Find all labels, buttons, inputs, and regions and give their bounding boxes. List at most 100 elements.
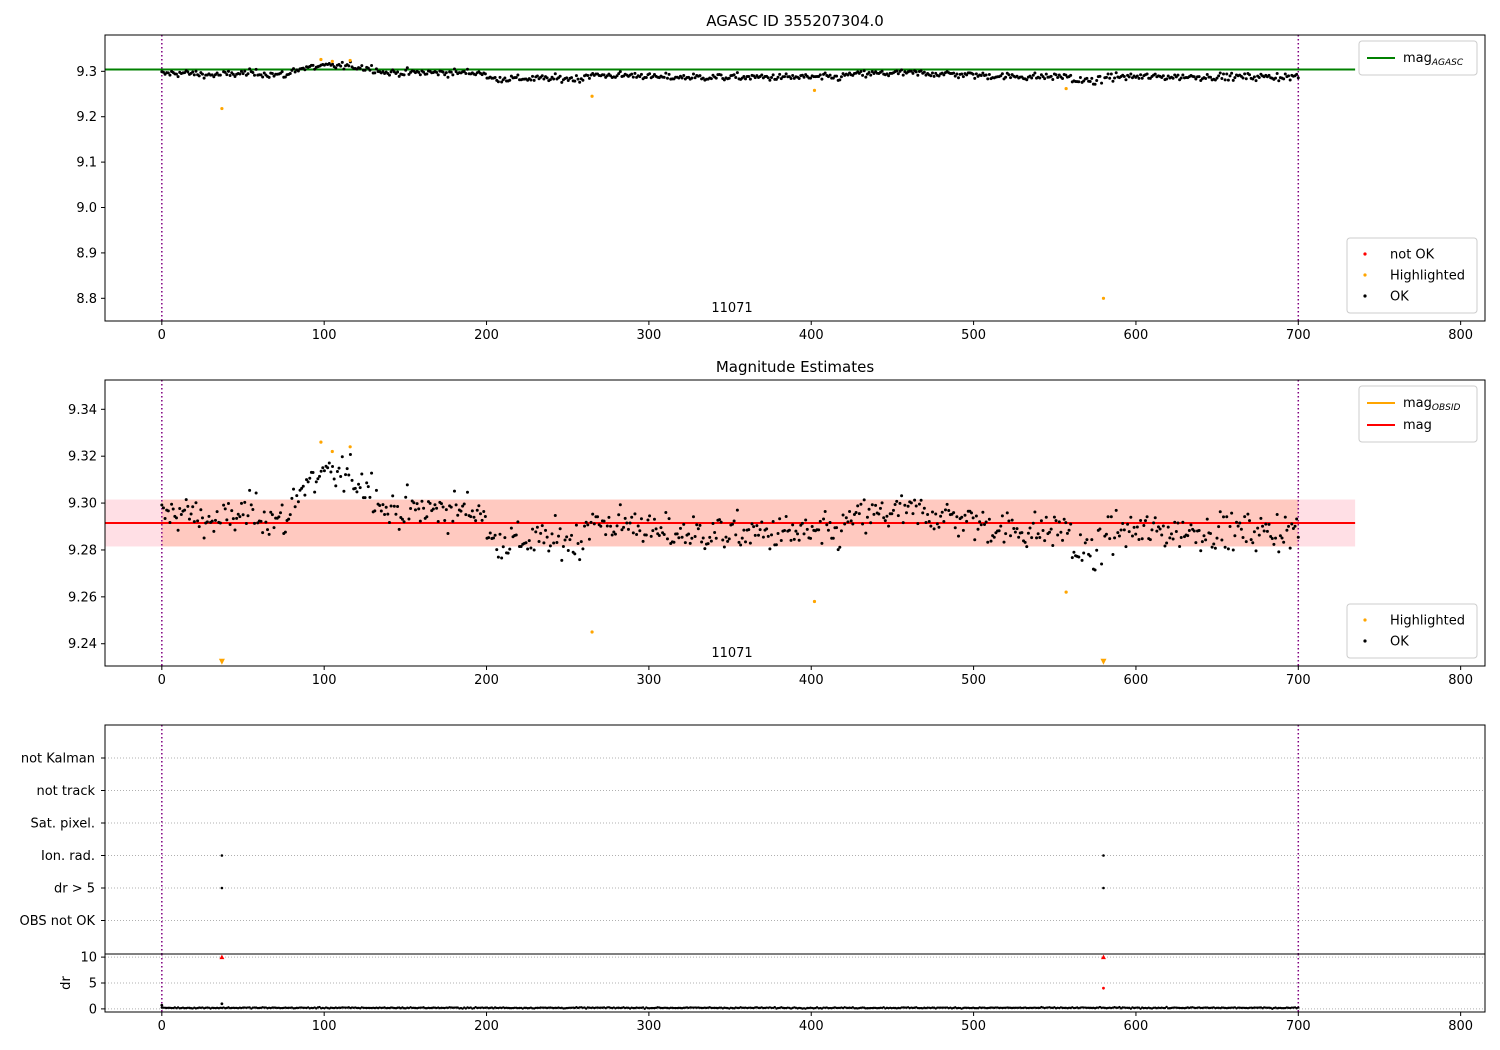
panel-magnitude-xtick-label: 800 xyxy=(1448,673,1473,688)
panel-magnitude-ok-point xyxy=(1153,516,1157,520)
panel-magnitude-ok-point xyxy=(1179,536,1183,540)
panel-magnitude-ok-point xyxy=(267,532,271,536)
panel-magnitude-ok-point xyxy=(550,532,554,536)
panel-agasc-ok-point xyxy=(1061,77,1065,81)
panel-magnitude-ok-point xyxy=(1057,520,1061,524)
panel-magnitude-ok-point xyxy=(620,528,624,532)
panel-magnitude-ok-point xyxy=(682,522,686,526)
panel-magnitude-ok-point xyxy=(1080,558,1084,562)
panel-magnitude-ok-point xyxy=(604,533,608,537)
panel-magnitude-ok-point xyxy=(1104,532,1108,536)
panel-agasc-ok-point xyxy=(1111,79,1115,83)
panel-magnitude-ok-point xyxy=(721,538,725,542)
panel-magnitude-ok-point xyxy=(321,466,325,470)
panel-magnitude-ok-point xyxy=(230,509,234,513)
panel-magnitude-ok-point xyxy=(568,538,572,542)
panel-agasc-ok-point xyxy=(1127,75,1131,79)
panel-agasc-ok-point xyxy=(709,77,713,81)
panel-magnitude-ok-point xyxy=(353,486,357,490)
panel-dr-xtick-label: 600 xyxy=(1124,1019,1149,1034)
panel-magnitude-xtick-label: 300 xyxy=(636,673,661,688)
panel-agasc-ok-point xyxy=(465,67,469,71)
panel-agasc-ok-point xyxy=(1145,72,1149,76)
panel-magnitude-ok-point xyxy=(1257,533,1261,537)
panel-magnitude-ok-point xyxy=(672,540,676,544)
panel-magnitude-ok-point xyxy=(444,508,448,512)
panel-magnitude-ok-point xyxy=(1013,530,1017,534)
panel-magnitude-ok-point xyxy=(544,528,548,532)
panel-magnitude-ok-point xyxy=(503,536,507,540)
panel-magnitude-ok-point xyxy=(836,548,840,552)
panel-magnitude-ok-point xyxy=(243,500,247,504)
panel-magnitude-ok-point xyxy=(591,512,595,516)
panel-agasc-ok-point xyxy=(1095,78,1099,82)
panel-magnitude-ok-point xyxy=(1069,522,1073,526)
panel-magnitude-ok-point xyxy=(864,531,868,535)
panel-agasc-ok-point xyxy=(1231,78,1235,82)
panel-magnitude-ok-point xyxy=(396,505,400,509)
panel-dr-point xyxy=(641,1006,645,1009)
panel-agasc-ok-point xyxy=(984,73,988,77)
panel-magnitude-ok-point xyxy=(1052,515,1056,519)
panel-agasc-ok-point xyxy=(1009,76,1013,80)
panel-magnitude-highlighted-point xyxy=(348,445,352,449)
panel-agasc-ok-point xyxy=(956,76,960,80)
panel-magnitude-ok-point xyxy=(1036,532,1040,536)
panel-agasc-ok-point xyxy=(339,64,343,68)
panel-magnitude-ok-point xyxy=(774,543,778,547)
panel-magnitude-xtick-label: 100 xyxy=(312,673,337,688)
panel-magnitude-ok-point xyxy=(1197,529,1201,533)
panel-dr-point xyxy=(1165,1005,1168,1009)
panel-magnitude-ok-point xyxy=(555,541,559,545)
panel-magnitude-ok-point xyxy=(293,505,297,509)
panel-magnitude-ok-point xyxy=(612,530,616,534)
panel-magnitude-ok-point xyxy=(1261,524,1265,528)
panel-agasc-ok-point xyxy=(1129,72,1133,76)
panel-magnitude-ok-point xyxy=(1140,537,1144,541)
panel-magnitude-ok-point xyxy=(363,496,367,500)
panel-agasc-ok-point xyxy=(1287,74,1291,78)
panel-agasc-ok-point xyxy=(1077,80,1081,84)
panel-agasc-ok-point xyxy=(1251,77,1255,81)
panel-agasc-ok-point xyxy=(1000,72,1004,76)
panel-magnitude-ok-point xyxy=(1282,540,1286,544)
panel-agasc-ok-point xyxy=(508,78,512,82)
panel-magnitude-ok-point xyxy=(480,518,484,522)
panel-magnitude-ok-point xyxy=(628,521,632,525)
panel-magnitude-ok-point xyxy=(630,515,634,519)
panel-agasc-ok-point xyxy=(1288,78,1292,82)
panel-magnitude-ok-point xyxy=(573,552,577,556)
panel-magnitude-ok-point xyxy=(916,522,920,526)
panel-agasc-ok-point xyxy=(787,75,791,79)
panel-magnitude-ok-point xyxy=(335,469,339,473)
panel-magnitude-ok-point xyxy=(909,501,913,505)
panel-magnitude-ok-point xyxy=(1137,538,1141,542)
panel-magnitude-ok-point xyxy=(355,490,359,494)
panel-agasc-ok-point xyxy=(200,72,204,76)
panel-agasc-ok-point xyxy=(238,72,242,76)
panel-magnitude-ok-point xyxy=(789,538,793,542)
panel-magnitude-ok-point xyxy=(678,526,682,530)
panel-agasc-ok-point xyxy=(483,72,487,76)
panel-agasc-ok-point xyxy=(1139,73,1143,77)
panel-agasc-ok-point xyxy=(161,70,165,74)
panel-magnitude-ok-point xyxy=(314,480,318,484)
panel-agasc-ok-point xyxy=(768,78,772,82)
panel-magnitude-ok-point xyxy=(495,548,499,552)
panel-magnitude-ok-point xyxy=(192,520,196,524)
panel-magnitude-ok-point xyxy=(1169,532,1173,536)
panel-magnitude-offscale-marker xyxy=(218,658,225,665)
panel-magnitude-ok-point xyxy=(269,510,273,514)
panel-magnitude-ok-point xyxy=(1100,562,1104,566)
panel-agasc-ytick-label: 8.9 xyxy=(76,246,97,261)
panel-magnitude-ok-point xyxy=(644,533,648,537)
panel-magnitude-ok-point xyxy=(491,536,495,540)
panel-magnitude-ok-point xyxy=(1163,544,1167,548)
panel-agasc-ok-point xyxy=(1181,73,1185,77)
panel-magnitude-ok-point xyxy=(1088,554,1092,558)
panel-magnitude-ok-point xyxy=(305,478,309,482)
panel-magnitude-ok-point xyxy=(241,513,245,517)
panel-agasc-ok-point xyxy=(464,72,468,76)
panel-magnitude-ok-point xyxy=(703,547,707,551)
